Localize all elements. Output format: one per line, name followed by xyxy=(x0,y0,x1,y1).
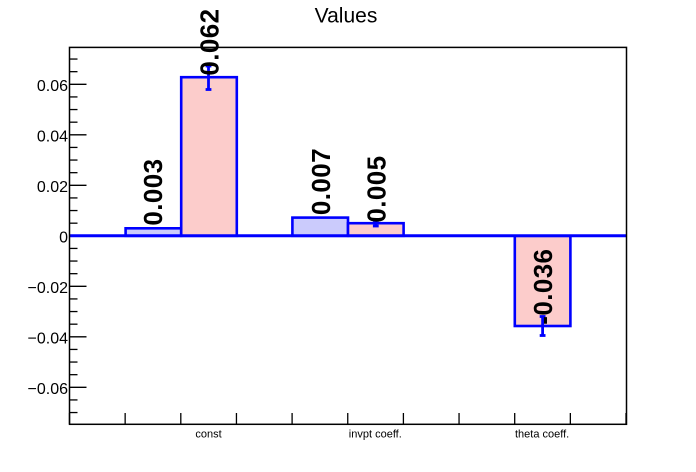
svg-text:0.06: 0.06 xyxy=(37,78,68,95)
svg-text:0.04: 0.04 xyxy=(37,128,68,145)
svg-text:−0.02: −0.02 xyxy=(28,280,69,297)
svg-text:0.02: 0.02 xyxy=(37,179,68,196)
svg-text:theta coeff.: theta coeff. xyxy=(515,429,569,441)
svg-text:const: const xyxy=(195,429,221,441)
svg-text:invpt coeff.: invpt coeff. xyxy=(349,429,402,441)
svg-text:0.062: 0.062 xyxy=(195,9,225,76)
svg-text:0.003: 0.003 xyxy=(138,159,168,226)
svg-text:Values: Values xyxy=(315,4,378,27)
svg-text:0.005: 0.005 xyxy=(361,156,391,223)
svg-text:−0.06: −0.06 xyxy=(28,381,69,398)
svg-text:0.007: 0.007 xyxy=(306,148,336,215)
svg-text:−0.04: −0.04 xyxy=(28,330,69,347)
svg-text:-0.036: -0.036 xyxy=(528,249,558,325)
svg-text:0: 0 xyxy=(59,229,68,246)
